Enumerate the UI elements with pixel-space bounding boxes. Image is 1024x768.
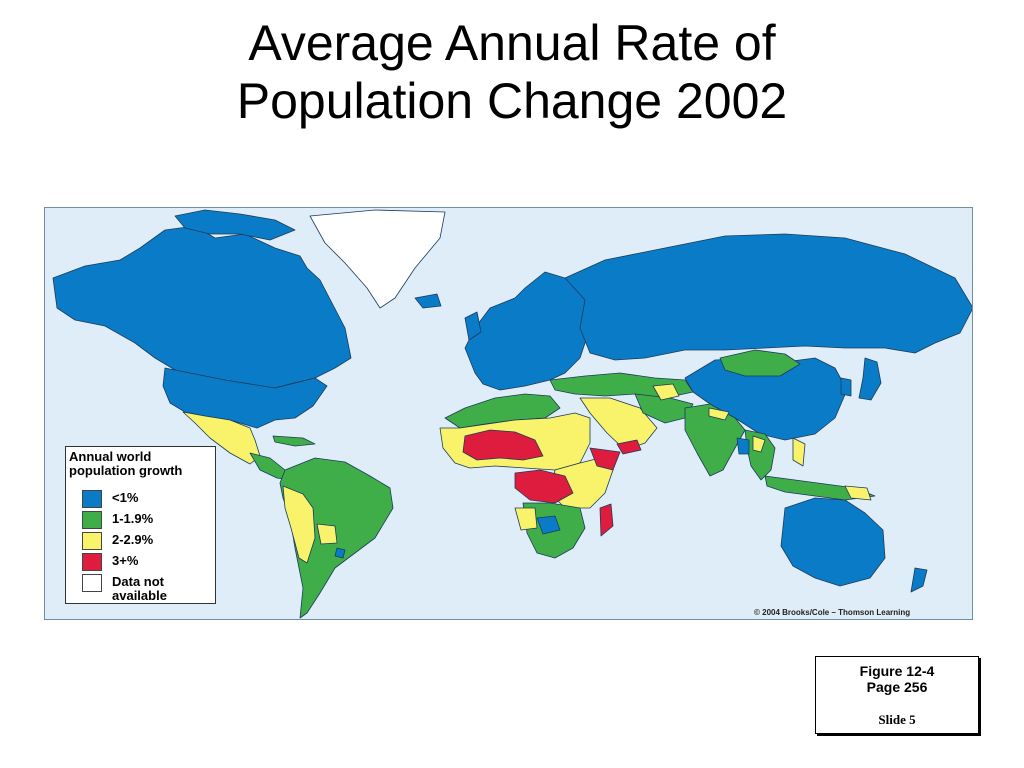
region-mongolia: [719, 349, 801, 377]
region-west-africa-red: [462, 429, 544, 461]
legend-swatch-blue: [82, 490, 102, 508]
legend-label: Data not available: [112, 575, 167, 603]
legend-swatch-yellow: [82, 532, 102, 550]
legend-label: <1%: [112, 490, 139, 505]
region-afghanistan: [652, 383, 680, 401]
legend-title: Annual world population growth: [69, 450, 219, 478]
region-philippines: [792, 437, 806, 467]
slide-title-line-1: Average Annual Rate of: [248, 15, 776, 71]
region-central-africa-red: [514, 469, 574, 504]
region-horn-red: [589, 447, 621, 471]
region-iceland: [414, 293, 442, 309]
region-thailand: [736, 437, 750, 455]
figure-reference-box: Figure 12-4 Page 256 Slide 5: [815, 656, 979, 734]
legend-label: 3+%: [112, 553, 139, 568]
region-zimbabwe: [536, 515, 561, 535]
figure-number: Figure 12-4: [859, 663, 935, 679]
region-canada: [52, 225, 352, 389]
region-new-guinea: [844, 485, 872, 501]
region-japan: [858, 357, 882, 401]
slide-title-line-2: Population Change 2002: [236, 73, 788, 129]
region-russia: [564, 233, 972, 361]
region-arabia: [579, 397, 658, 451]
legend-swatch-white: [82, 574, 102, 592]
region-zambia-yellow: [514, 507, 538, 531]
region-laos: [752, 435, 766, 453]
figure-page: Page 256: [866, 679, 928, 695]
legend-label: 1-1.9%: [112, 511, 154, 526]
region-new-zealand: [910, 567, 928, 593]
legend-label-line-2: available: [112, 588, 167, 603]
region-uruguay: [334, 547, 346, 559]
figure-label: Figure 12-4 Page 256: [816, 663, 978, 695]
legend-title-line-2: population growth: [69, 463, 183, 478]
region-greenland: [309, 209, 446, 309]
region-andes-yellow: [282, 485, 316, 564]
region-arctic-islands: [174, 209, 296, 241]
region-madagascar: [599, 503, 614, 537]
region-korea: [840, 377, 852, 397]
legend-label-line-1: Data not: [112, 574, 164, 589]
slide-title: Average Annual Rate of Population Change…: [0, 14, 1024, 130]
region-united-states: [162, 367, 328, 429]
map-legend: Annual world population growth <1% 1-1.9…: [65, 446, 216, 604]
region-caribbean: [272, 435, 316, 447]
legend-swatch-red: [82, 553, 102, 571]
region-yemen: [616, 439, 642, 455]
region-australia: [780, 497, 886, 587]
legend-swatch-green: [82, 511, 102, 529]
legend-title-line-1: Annual world: [69, 449, 152, 464]
legend-label: 2-2.9%: [112, 532, 154, 547]
region-nepal: [708, 407, 730, 421]
region-paraguay: [316, 523, 338, 545]
map-copyright: © 2004 Brooks/Cole – Thomson Learning: [754, 608, 911, 617]
region-british-isles: [464, 311, 482, 341]
slide-number: Slide 5: [878, 712, 916, 727]
